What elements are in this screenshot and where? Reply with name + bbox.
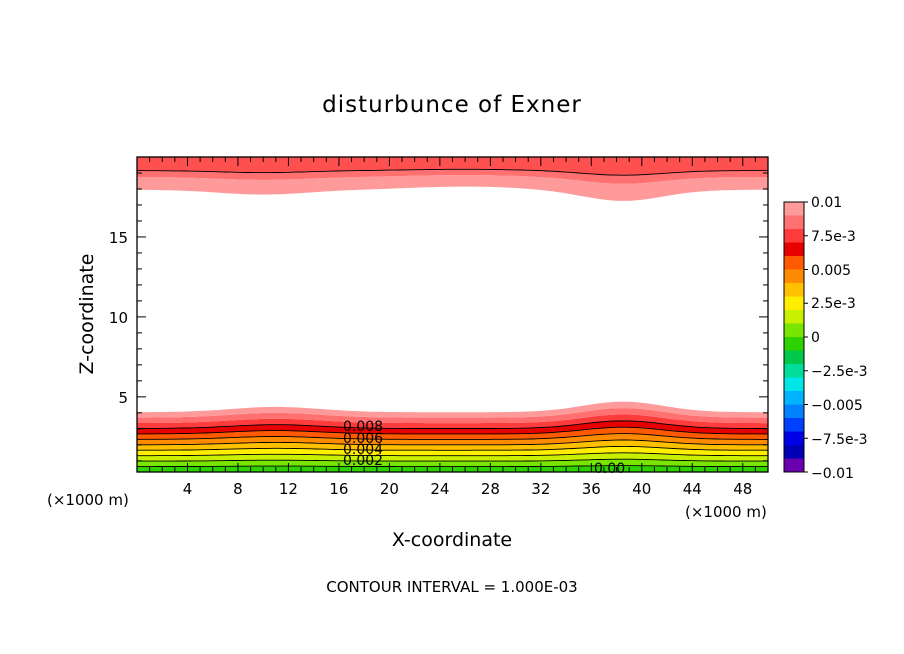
- cb-label-0: 0: [811, 330, 820, 346]
- x-tick-label-48: 48: [733, 480, 752, 498]
- lower-contour-6: [137, 426, 768, 435]
- lower-contour-4: [137, 439, 768, 446]
- x-tick-label-12: 12: [279, 480, 298, 498]
- cb-label-0.005: 0.005: [811, 263, 851, 279]
- cb-label-neg-0.01: −0.01: [811, 466, 854, 482]
- x-tick-label-32: 32: [531, 480, 550, 498]
- lower-contour-5: [137, 433, 768, 440]
- cb-label-0.01: 0.01: [811, 195, 842, 211]
- colorbar-swatch-11: [784, 350, 804, 365]
- contour-interval-annotation: CONTOUR INTERVAL = 1.000E-03: [326, 578, 577, 596]
- axis-ticks: [137, 157, 768, 472]
- colorbar-swatch-18: [784, 445, 804, 459]
- contour-label-0.002: 0.002: [343, 453, 383, 469]
- lower-contour-3: [137, 445, 768, 451]
- colorbar-ticks: [804, 201, 808, 473]
- y-axis-label: Z-coordinate: [76, 254, 98, 375]
- colorbar-swatch-6: [784, 283, 804, 297]
- cb-label-7.5e-3: 7.5e-3: [811, 229, 856, 245]
- colorbar-swatch-19: [784, 458, 804, 473]
- x-tick-label-20: 20: [380, 480, 399, 498]
- upper-contour-0: [137, 168, 768, 176]
- x-tick-label-8: 8: [233, 480, 243, 498]
- lower-contour-7: [137, 420, 768, 429]
- lower-band-1: [137, 459, 768, 467]
- colorbar-swatch-9: [784, 323, 804, 338]
- colorbar-swatch-5: [784, 269, 804, 284]
- colorbar-swatch-12: [784, 364, 804, 378]
- x-tick-label-36: 36: [582, 480, 601, 498]
- y-tick-labels: 5 10 15: [109, 229, 128, 407]
- y-tick-label-10: 10: [109, 309, 128, 327]
- lower-band-10: [137, 401, 768, 418]
- chart-title: disturbunce of Exner: [322, 92, 582, 118]
- x-tick-label-24: 24: [430, 480, 449, 498]
- colorbar-swatch-14: [784, 391, 804, 405]
- cb-label-neg-0.005: −0.005: [811, 398, 863, 414]
- cb-label-neg-7.5e-3: −7.5e-3: [811, 432, 868, 448]
- x-tick-label-28: 28: [481, 480, 500, 498]
- colorbar-swatch-13: [784, 377, 804, 392]
- colorbar-swatch-4: [784, 256, 804, 270]
- x-axis-label: X-coordinate: [392, 529, 512, 551]
- colorbar-swatch-0: [784, 202, 804, 216]
- contour-label-0.008: 0.008: [343, 419, 383, 435]
- y-tick-label-15: 15: [109, 229, 128, 247]
- colorbar-swatch-8: [784, 310, 804, 324]
- cb-label-neg-2.5e-3: −2.5e-3: [811, 364, 868, 380]
- x-tick-label-44: 44: [683, 480, 702, 498]
- x-unit-right: (×1000 m): [685, 503, 767, 521]
- x-tick-label-4: 4: [183, 480, 193, 498]
- lower-contour-1: [137, 458, 768, 462]
- contour-label-0.00: 0.00: [594, 461, 625, 477]
- colorbar-swatch-16: [784, 418, 804, 432]
- colorbar-swatch-7: [784, 296, 804, 311]
- lower-contour-2: [137, 452, 768, 457]
- contour-label-0.004: 0.004: [343, 442, 383, 458]
- lower-band-9: [137, 408, 768, 424]
- colorbar-swatch-2: [784, 229, 804, 243]
- lower-band-5: [137, 433, 768, 445]
- cb-label-2.5e-3: 2.5e-3: [811, 296, 856, 312]
- colorbar: [784, 202, 804, 473]
- plot-frame: [136, 156, 769, 473]
- colorbar-swatch-17: [784, 431, 804, 446]
- colorbar-swatch-3: [784, 242, 804, 257]
- lower-contour-0: [137, 465, 768, 468]
- colorbar-swatch-10: [784, 337, 804, 351]
- x-tick-label-40: 40: [632, 480, 651, 498]
- upper-band-2: [137, 157, 768, 176]
- x-tick-label-16: 16: [329, 480, 348, 498]
- colorbar-swatch-1: [784, 215, 804, 230]
- x-unit-left: (×1000 m): [47, 491, 129, 509]
- contour-label-0.006: 0.006: [343, 431, 383, 447]
- colorbar-swatch-15: [784, 404, 804, 419]
- upper-band-0: [137, 175, 768, 201]
- contour-lines: [137, 168, 768, 468]
- x-tick-labels: 4 8 12 16 20 24 28 32 36 40 44 48: [183, 480, 753, 498]
- y-tick-label-5: 5: [118, 389, 128, 407]
